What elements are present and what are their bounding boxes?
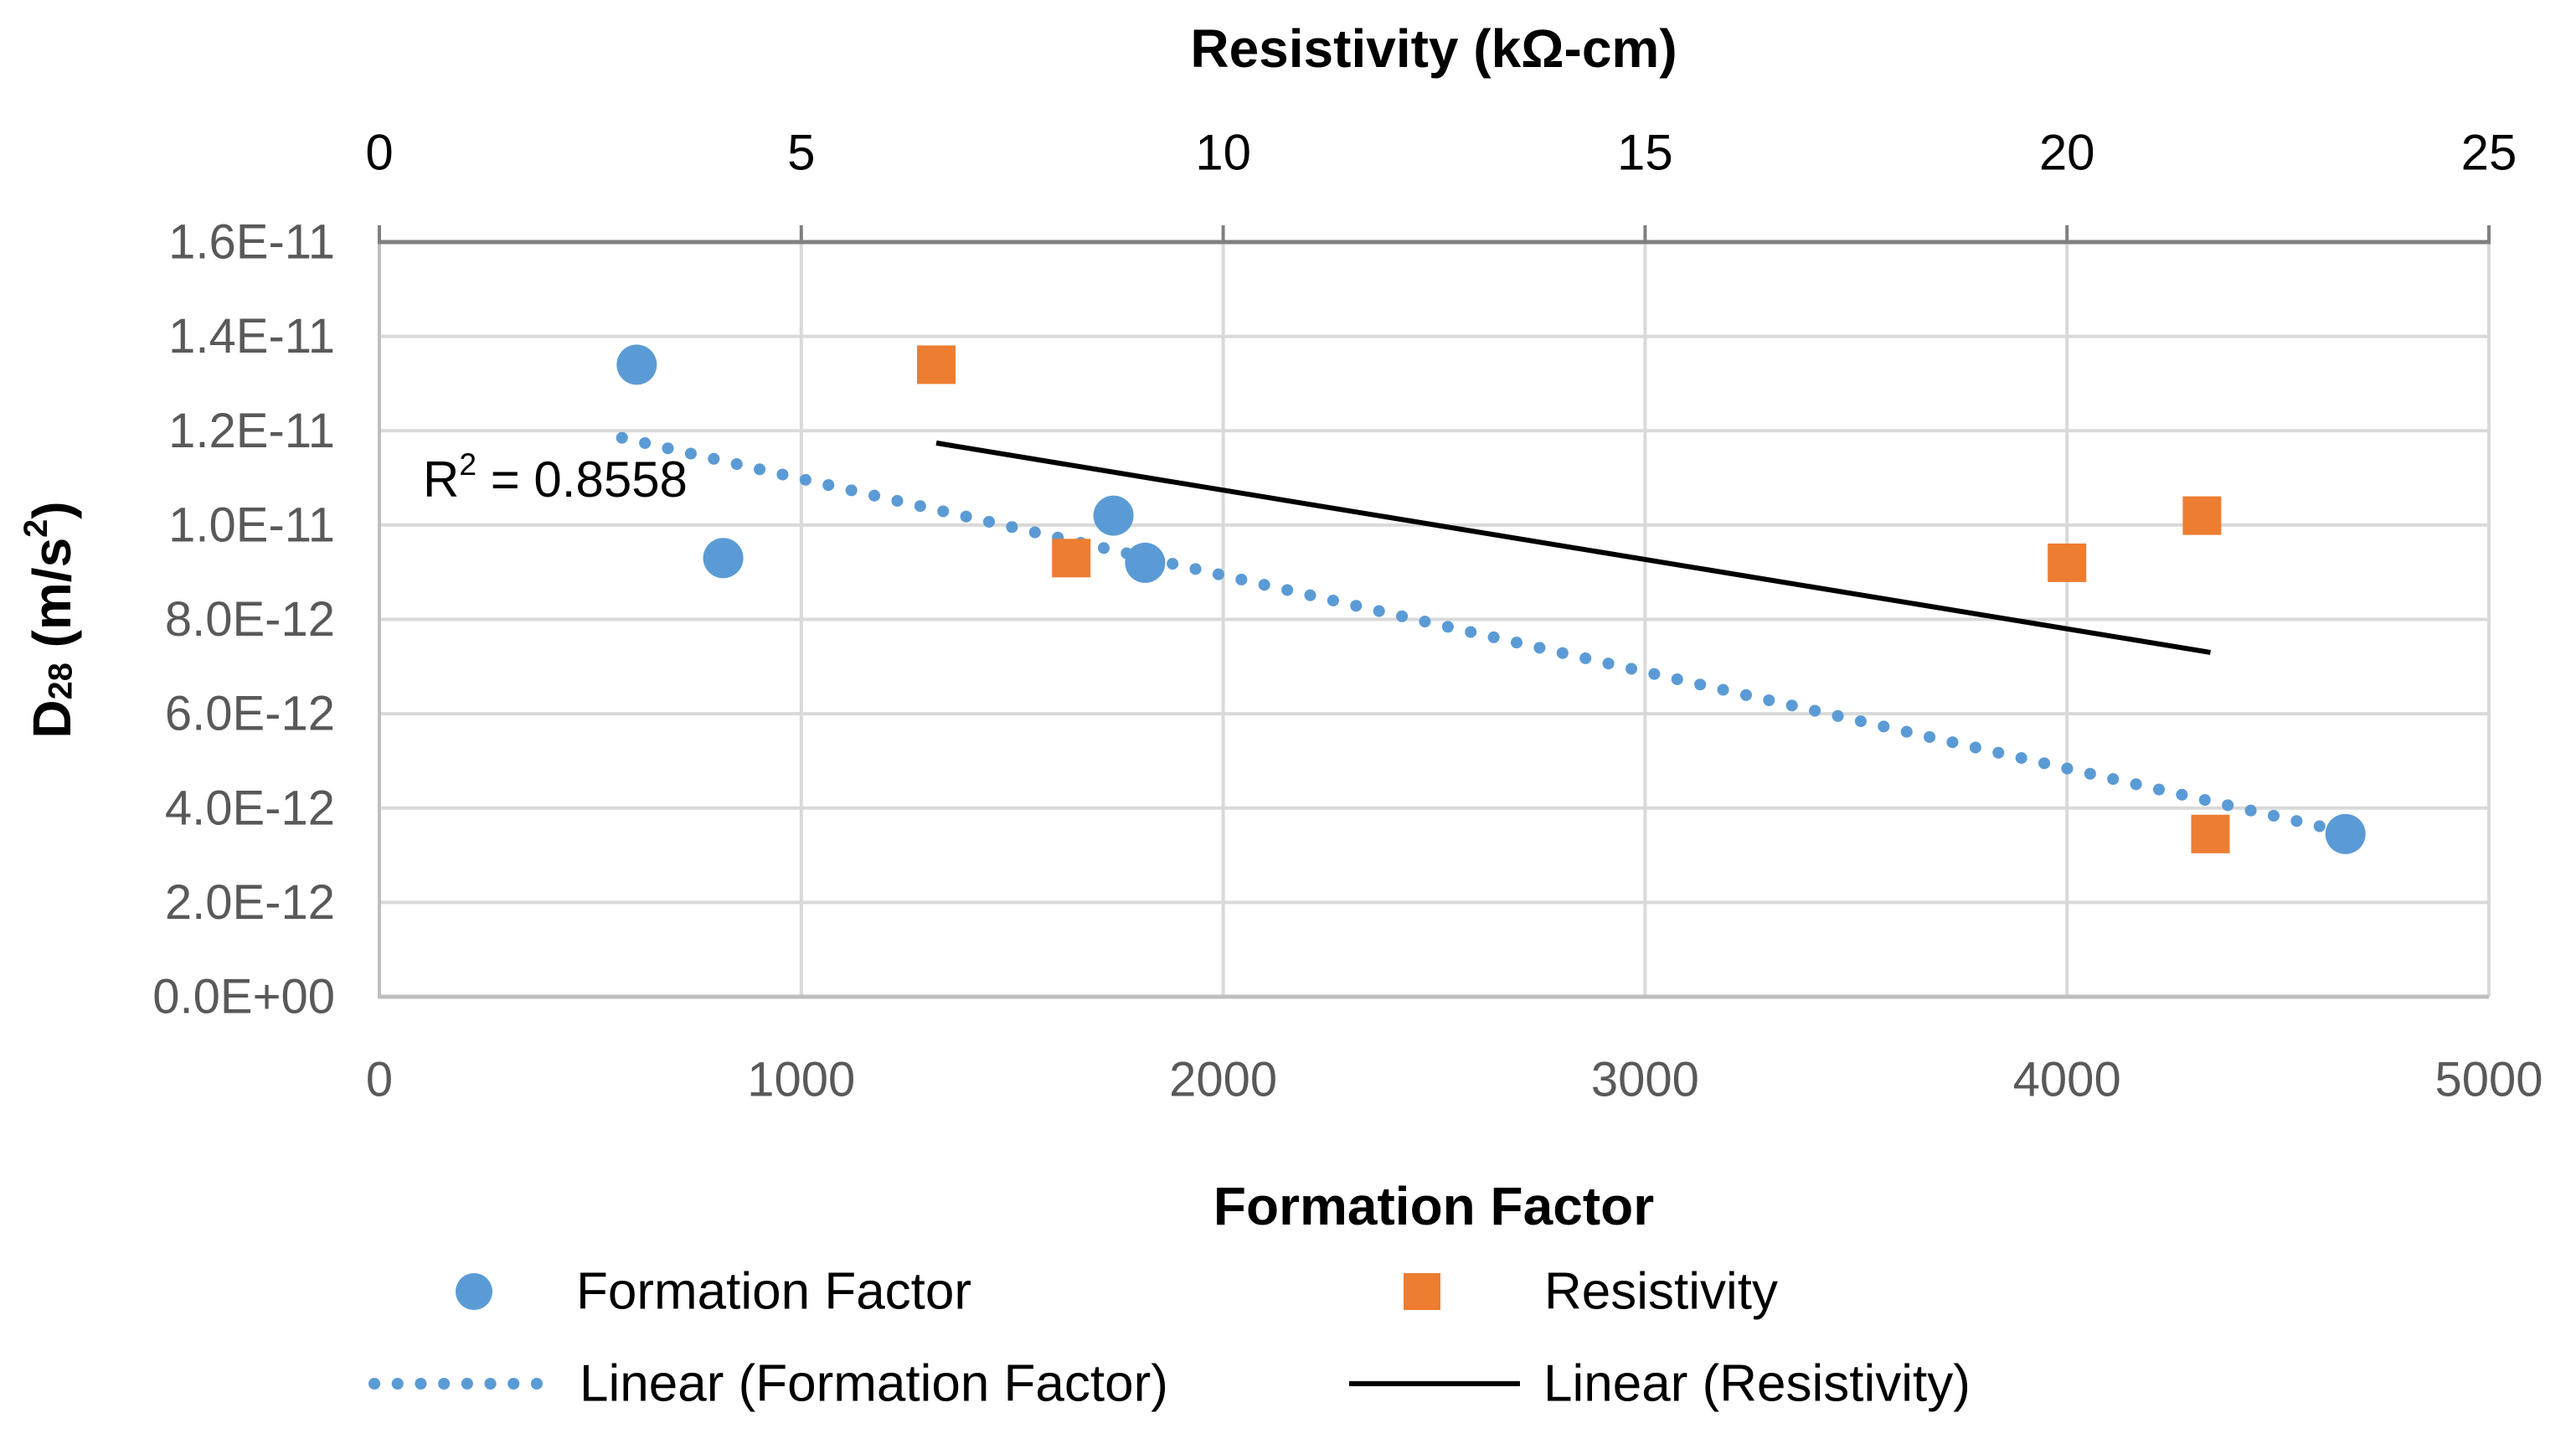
legend-label-linear-resistivity: Linear (Resistivity) (1543, 1355, 1971, 1413)
top-tick-label: 15 (1617, 125, 1673, 181)
y-tick-label: 1.0E-11 (168, 498, 335, 552)
y-tick-label: 1.4E-11 (168, 309, 335, 364)
top-tick-label: 10 (1195, 125, 1251, 181)
point-resistivity (2182, 496, 2222, 535)
legend-marker-formation-factor-icon (456, 1273, 492, 1310)
y-tick-label: 8.0E-12 (165, 592, 335, 647)
bottom-tick-label: 3000 (1591, 1053, 1699, 1107)
legend-label-resistivity: Resistivity (1544, 1263, 1778, 1321)
y-tick-label: 1.6E-11 (168, 215, 335, 270)
legend-marker-resistivity-icon (1404, 1273, 1440, 1310)
top-tick-label: 0 (365, 125, 393, 181)
legend-label-formation-factor: Formation Factor (576, 1263, 971, 1321)
bottom-tick-label: 0 (366, 1053, 393, 1107)
top-axis-title: Resistivity (kΩ-cm) (1190, 18, 1677, 79)
tick-labels: 0.0E+00 2.0E-12 4.0E-12 6.0E-12 8.0E-12 1.0E-… (152, 125, 2543, 1107)
point-resistivity (2191, 814, 2230, 854)
y-tick-label: 1.2E-11 (168, 404, 335, 458)
point-formation-factor (1093, 495, 1134, 536)
data-series (616, 344, 2366, 854)
y-axis-title: D28​ (m/s2​) (18, 501, 82, 738)
top-tick-label: 25 (2461, 125, 2517, 181)
trendline-resistivity (935, 440, 2211, 655)
point-formation-factor (703, 538, 744, 579)
point-formation-factor (1125, 542, 1166, 583)
y-tick-label: 4.0E-12 (165, 781, 335, 835)
y-tick-label: 2.0E-12 (165, 875, 335, 930)
top-tick-label: 20 (2039, 125, 2095, 181)
point-resistivity (917, 345, 956, 384)
y-tick-label: 0.0E+00 (152, 970, 335, 1024)
axes (378, 225, 2491, 999)
r-squared-annotation: R2​ = 0.8558 (423, 446, 688, 508)
bottom-tick-label: 5000 (2434, 1053, 2543, 1107)
y-tick-label: 6.0E-12 (165, 687, 335, 741)
point-resistivity (1052, 539, 1091, 578)
bottom-tick-label: 2000 (1169, 1053, 1277, 1107)
point-formation-factor (2325, 813, 2366, 854)
legend: Formation Factor Resistivity Linear (For… (368, 1263, 1971, 1413)
top-tick-label: 5 (787, 125, 815, 181)
y-axis-title-group: D28​ (m/s2​) (18, 501, 82, 738)
legend-label-linear-formation-factor: Linear (Formation Factor) (580, 1355, 1168, 1413)
bottom-tick-label: 4000 (2013, 1053, 2121, 1107)
bottom-axis-title: Formation Factor (1213, 1176, 1654, 1236)
point-formation-factor (616, 344, 657, 385)
point-resistivity (2048, 543, 2087, 582)
bottom-tick-label: 1000 (747, 1053, 855, 1107)
